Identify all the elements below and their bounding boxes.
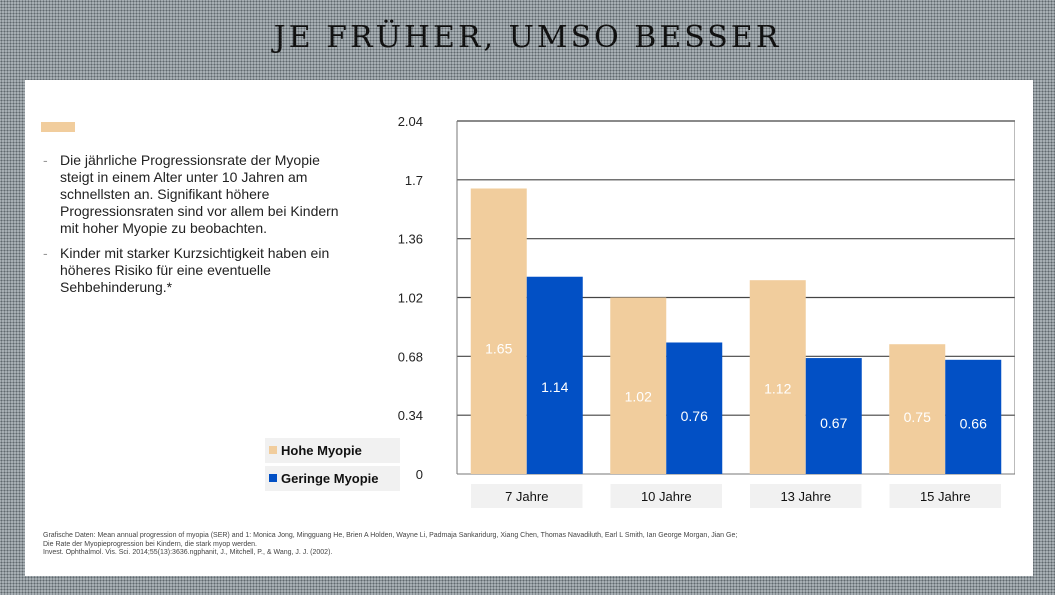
bar-chart: 0 0.34 0.68 1.02 1.36 1.7 2.04 1.65 1.14 7 Jahre 1… <box>398 114 1015 508</box>
bullet-item: Kinder mit starker Kurzsichtigkeit haben… <box>43 245 343 296</box>
accent-bar <box>41 122 75 132</box>
y-tick-label: 0 <box>416 467 423 482</box>
legend-label-high: Hohe Myopie <box>281 443 362 458</box>
data-label: 0.76 <box>681 408 708 424</box>
x-tick-box <box>750 484 862 508</box>
data-label: 1.65 <box>485 340 512 356</box>
chart-legend: Hohe Myopie Geringe Myopie <box>265 438 400 494</box>
bar-low <box>666 342 723 474</box>
source-note: Grafische Daten: Mean annual progression… <box>43 532 1003 558</box>
bar-high <box>889 344 946 474</box>
x-tick-box <box>889 484 1001 508</box>
bar-high <box>749 280 806 474</box>
data-label: 0.75 <box>904 409 931 425</box>
bar-low <box>945 359 1002 474</box>
bullet-item: Die jährliche Progressionsrate der Myopi… <box>43 152 343 237</box>
legend-item-high: Hohe Myopie <box>265 438 400 463</box>
y-tick-label: 2.04 <box>398 114 423 129</box>
bar-low <box>805 358 862 474</box>
bullet-list: Die jährliche Progressionsrate der Myopi… <box>43 152 343 304</box>
data-label: 0.66 <box>960 416 987 432</box>
x-tick-label: 10 Jahre <box>641 489 692 504</box>
y-tick-label: 0.34 <box>398 408 423 423</box>
legend-swatch-high <box>269 446 277 454</box>
legend-swatch-low <box>269 474 277 482</box>
data-label: 1.12 <box>764 381 791 397</box>
y-tick-label: 1.02 <box>398 291 423 306</box>
bar-high <box>610 297 667 474</box>
page-title: JE FRÜHER, UMSO BESSER <box>273 20 782 55</box>
data-label: 1.02 <box>625 388 652 404</box>
y-tick-label: 1.36 <box>398 232 423 247</box>
data-label: 1.14 <box>541 379 568 395</box>
source-line-2: Die Rate der Myopieprogression bei Kinde… <box>43 540 257 548</box>
bar-low <box>526 276 583 474</box>
x-tick-box <box>610 484 722 508</box>
source-line-1: Grafische Daten: Mean annual progression… <box>43 532 738 539</box>
bar-high <box>470 188 527 474</box>
x-tick-label: 15 Jahre <box>920 489 971 504</box>
x-tick-label: 7 Jahre <box>505 489 548 504</box>
y-tick-label: 1.7 <box>405 173 423 188</box>
content-panel: Die jährliche Progressionsrate der Myopi… <box>25 80 1033 576</box>
legend-label-low: Geringe Myopie <box>281 471 379 486</box>
x-tick-label: 13 Jahre <box>780 489 831 504</box>
legend-item-low: Geringe Myopie <box>265 466 400 491</box>
data-label: 0.67 <box>820 415 847 431</box>
source-line-3: Invest. Ophthalmol. Vis. Sci. 2014;55(13… <box>43 549 333 556</box>
y-tick-label: 0.68 <box>398 349 423 364</box>
x-tick-box <box>471 484 583 508</box>
